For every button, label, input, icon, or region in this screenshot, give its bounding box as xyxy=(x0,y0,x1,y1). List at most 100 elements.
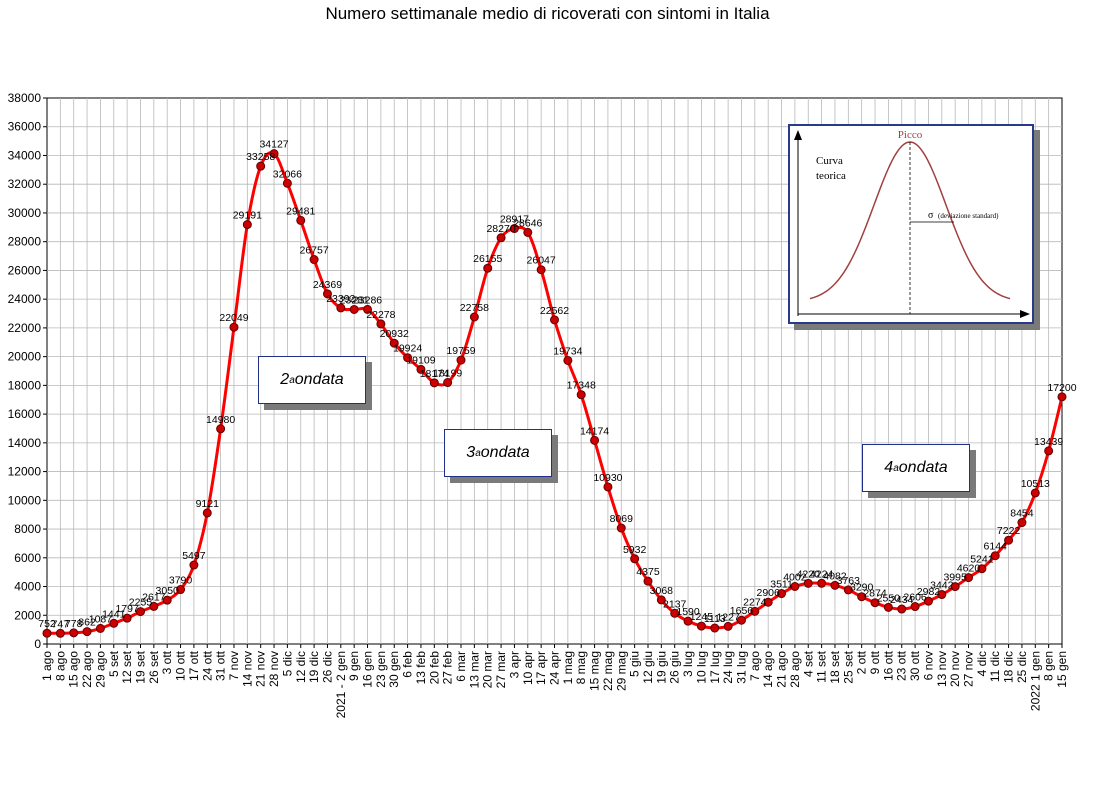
data-point xyxy=(763,597,773,607)
data-point xyxy=(950,582,960,592)
data-point xyxy=(95,623,105,633)
data-label: 3995 xyxy=(943,572,967,584)
data-label: 1087 xyxy=(89,613,113,625)
data-label: 24369 xyxy=(313,279,342,291)
x-tick-label: 26 giu xyxy=(668,651,682,684)
data-point xyxy=(363,304,373,314)
x-tick-label: 19 dic xyxy=(307,651,321,683)
data-point xyxy=(803,578,813,588)
data-label: 14980 xyxy=(206,414,235,426)
x-tick-label: 21 nov xyxy=(254,651,268,687)
data-point xyxy=(897,604,907,614)
data-label: 10930 xyxy=(593,472,622,484)
data-label: 2874 xyxy=(863,588,887,600)
data-point xyxy=(964,573,974,583)
data-label: 3068 xyxy=(650,585,674,597)
data-label: 26757 xyxy=(300,245,329,257)
y-axis: 0 2000 4000 6000 8000 10000 12000 14000 16000 180… xyxy=(8,91,47,651)
data-point xyxy=(469,312,479,322)
x-tick-label: 20 mar xyxy=(481,651,495,688)
data-point xyxy=(523,227,533,237)
data-label: 747 xyxy=(52,618,70,630)
theoretical-curve-inset: Picco Curva teorica σ (deviazione standa… xyxy=(788,124,1034,324)
data-label: 862 xyxy=(78,617,96,629)
data-point xyxy=(656,595,666,605)
data-label: 28646 xyxy=(513,217,542,229)
x-tick-label: 26 dic xyxy=(320,651,334,683)
data-point xyxy=(563,355,573,365)
x-tick-label: 12 dic xyxy=(294,651,308,683)
data-label: 18199 xyxy=(433,368,462,380)
data-label: 2255 xyxy=(129,597,153,609)
y-tick-label: 8000 xyxy=(14,522,41,536)
data-point xyxy=(977,564,987,574)
data-point xyxy=(817,578,827,588)
data-label: 3511 xyxy=(770,579,793,591)
x-tick-label: 13 feb xyxy=(414,651,428,685)
y-tick-label: 0 xyxy=(34,637,41,651)
data-label: 22758 xyxy=(460,302,489,314)
data-point xyxy=(1017,518,1027,528)
x-tick-label: 9 gen xyxy=(347,651,361,681)
y-tick-label: 32000 xyxy=(8,177,42,191)
x-tick-label: 10 ott xyxy=(174,650,188,681)
data-label: 2617 xyxy=(142,591,166,603)
data-label: 1797 xyxy=(115,603,139,615)
x-tick-label: 10 apr xyxy=(521,651,535,685)
x-tick-label: 27 mar xyxy=(494,651,508,688)
data-label: 4002 xyxy=(783,571,807,583)
inset-peak-label: Picco xyxy=(898,129,923,141)
x-tick-label: 4 dic xyxy=(975,651,989,676)
data-label: 5932 xyxy=(623,544,647,556)
x-tick-label: 5 giu xyxy=(628,651,642,677)
data-point xyxy=(483,263,493,273)
data-point xyxy=(216,424,226,434)
y-tick-label: 12000 xyxy=(8,465,42,479)
x-tick-label: 2 ott xyxy=(855,650,869,674)
data-points xyxy=(42,149,1067,638)
data-point xyxy=(843,585,853,595)
y-tick-label: 34000 xyxy=(8,148,42,162)
data-point xyxy=(229,322,239,332)
data-point xyxy=(1004,535,1014,545)
x-tick-label: 6 nov xyxy=(921,651,935,680)
x-tick-label: 27 feb xyxy=(441,651,455,685)
data-label: 9121 xyxy=(196,498,220,510)
data-point xyxy=(336,303,346,313)
data-point xyxy=(1030,488,1040,498)
x-tick-label: 3 ott xyxy=(160,650,174,674)
data-label: 33258 xyxy=(246,151,275,163)
data-point xyxy=(296,215,306,225)
data-point xyxy=(1057,392,1067,402)
x-tick-label: 17 apr xyxy=(534,651,548,685)
data-point xyxy=(990,551,1000,561)
data-label: 22049 xyxy=(219,312,248,324)
y-tick-label: 20000 xyxy=(8,350,42,364)
data-label: 26047 xyxy=(527,255,556,267)
data-point xyxy=(616,523,626,533)
annotation-text: ondata xyxy=(480,444,530,461)
data-point xyxy=(683,616,693,626)
data-point xyxy=(162,595,172,605)
data-label: 19924 xyxy=(393,343,422,355)
data-label: 3790 xyxy=(169,575,193,587)
data-label: 20932 xyxy=(380,328,409,340)
y-tick-label: 28000 xyxy=(8,235,42,249)
data-label: 29191 xyxy=(233,210,262,222)
x-tick-label: 23 ott xyxy=(895,650,909,681)
x-tick-label: 19 set xyxy=(133,650,147,683)
y-tick-label: 26000 xyxy=(8,263,42,277)
x-tick-label: 7 ago xyxy=(748,651,762,681)
data-point xyxy=(122,613,132,623)
data-point xyxy=(937,590,947,600)
data-point xyxy=(309,255,319,265)
data-label: 3290 xyxy=(850,582,874,594)
x-tick-label: 27 nov xyxy=(962,651,976,687)
data-point xyxy=(496,233,506,243)
data-point xyxy=(830,580,840,590)
data-point xyxy=(883,602,893,612)
data-point xyxy=(509,224,519,234)
inset-curve-label-1: Curva xyxy=(816,155,843,167)
